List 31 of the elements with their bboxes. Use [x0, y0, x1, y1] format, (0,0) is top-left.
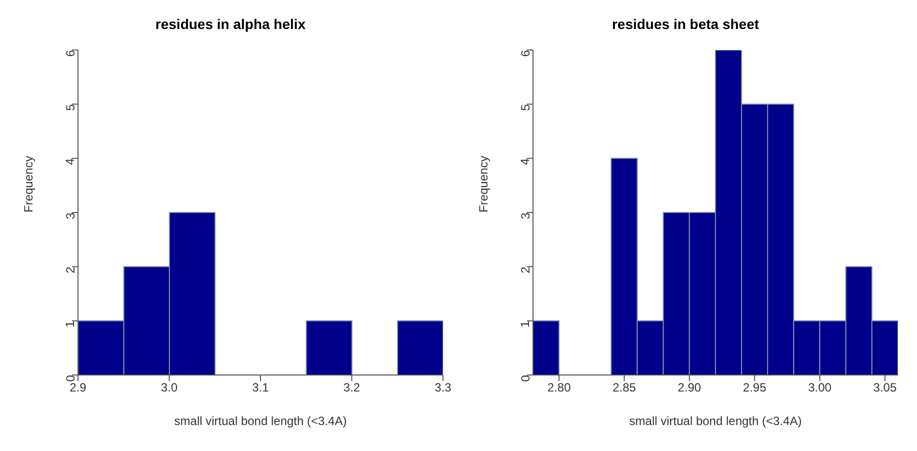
chart-title: residues in beta sheet: [610, 15, 760, 34]
y-tick-label: 5: [518, 104, 532, 111]
x-tick-label: 3.3: [434, 380, 452, 395]
y-tick-label: 4: [518, 158, 532, 166]
y-tick-label: 0: [63, 374, 78, 382]
y-tick-label: 1: [518, 320, 532, 328]
y-tick-label: 3: [518, 212, 532, 220]
x-tick-label: 3.00: [808, 380, 832, 395]
x-tick-label: 3.0: [160, 380, 178, 395]
x-tick-label: 3.1: [252, 380, 270, 395]
y-tick-label: 6: [63, 50, 78, 57]
y-tick-label: 4: [63, 158, 78, 166]
y-tick-label: 3: [63, 212, 78, 220]
x-axis-title: small virtual bond length (<3.4A): [629, 414, 802, 428]
y-tick-label: 2: [518, 266, 532, 274]
y-tick-label: 1: [63, 320, 78, 328]
x-tick-label: 2.9: [70, 380, 87, 395]
x-tick-label: 3.05: [873, 380, 897, 395]
x-tick-label: 3.2: [343, 380, 360, 395]
x-tick-label: 2.90: [678, 380, 702, 395]
y-tick-label: 0: [518, 374, 532, 382]
x-tick-label: 2.95: [742, 380, 767, 395]
x-tick-label: 2.85: [612, 380, 636, 395]
x-tick-label: 2.80: [547, 380, 572, 395]
y-axis-title: Frequency: [21, 156, 36, 212]
x-axis-title: small virtual bond length (<3.4A): [174, 414, 347, 428]
y-tick-label: 2: [63, 266, 78, 274]
chart-title: residues in alpha helix: [154, 15, 307, 34]
y-tick-label: 5: [63, 104, 78, 111]
y-axis-title: Frequency: [476, 156, 490, 212]
y-tick-label: 6: [518, 50, 532, 57]
